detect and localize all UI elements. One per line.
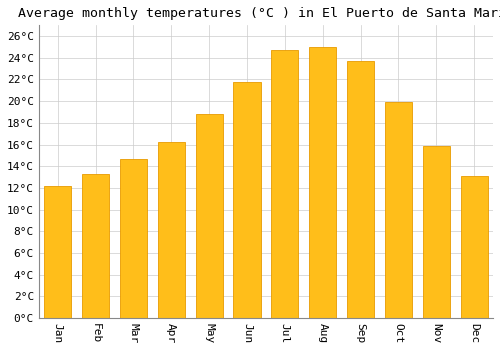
Bar	[234, 82, 260, 318]
Bar	[309, 47, 336, 318]
Bar	[44, 186, 72, 318]
Bar	[158, 142, 185, 318]
Bar	[271, 50, 298, 318]
Bar	[460, 176, 488, 318]
Bar	[120, 159, 147, 318]
Bar	[422, 146, 450, 318]
Bar	[196, 114, 223, 318]
Title: Average monthly temperatures (°C ) in El Puerto de Santa María: Average monthly temperatures (°C ) in El…	[18, 7, 500, 20]
Bar	[347, 61, 374, 318]
Bar	[82, 174, 109, 318]
Bar	[385, 102, 412, 318]
